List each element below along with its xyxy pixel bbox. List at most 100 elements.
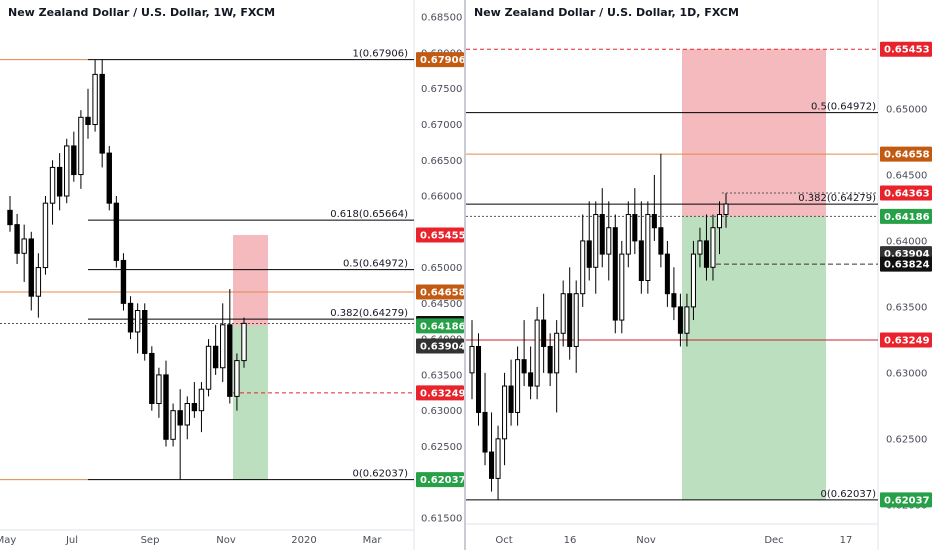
y-axis-tick-label: 0.65000 — [886, 104, 927, 115]
y-axis-tick-label: 0.66000 — [421, 192, 462, 203]
candle-body — [191, 403, 198, 412]
panel-divider[interactable] — [464, 0, 466, 550]
candle-body — [723, 203, 729, 216]
candle-body — [567, 293, 573, 347]
price-badge — [880, 185, 932, 201]
candle-body — [120, 259, 127, 304]
price-badge-label: 0.65453 — [884, 45, 930, 56]
price-badge — [880, 41, 932, 57]
price-badge-label: 0.64658 — [884, 150, 930, 161]
candle-body — [554, 332, 560, 374]
daily-chart-panel[interactable]: 0.5(0.64972) 0.382(0.64279) 0(0.62037) 0.65… — [466, 0, 932, 550]
candle-body — [619, 253, 625, 321]
candle-body — [220, 324, 226, 369]
x-axis-tick-label: 2020 — [291, 535, 316, 546]
price-badge — [880, 208, 932, 224]
candle-body — [28, 238, 34, 297]
candle-body — [85, 116, 91, 125]
candle-body — [586, 240, 592, 268]
y-axis-tick-label: 0.62500 — [886, 434, 927, 445]
candle-body — [697, 240, 703, 255]
y-axis-tick-label: 0.67500 — [421, 84, 462, 95]
price-badge — [880, 146, 932, 162]
price-badge-label: 0.64186 — [420, 321, 464, 332]
price-badge-label: 0.67906 — [420, 55, 464, 66]
fib-level-label: 0(0.62037) — [352, 469, 408, 480]
fib-level-label: 0(0.62037) — [820, 489, 876, 500]
candle-body — [142, 310, 148, 354]
candle-body — [184, 403, 190, 426]
price-badge-label: 0.64186 — [884, 212, 930, 223]
candle-body — [49, 166, 56, 204]
plot-background — [0, 0, 414, 518]
fib-level-label: 0.5(0.64972) — [811, 102, 876, 113]
candle-body — [606, 227, 612, 255]
y-axis-tick-label: 0.64000 — [886, 236, 927, 247]
candle-body — [170, 410, 176, 440]
candle-body — [716, 214, 723, 229]
x-axis-tick-label: May — [0, 535, 16, 546]
candle-body — [528, 372, 534, 387]
price-badge-label: 0.64363 — [884, 189, 930, 200]
candle-body — [212, 345, 219, 369]
chart-title: New Zealand Dollar / U.S. Dollar, 1D, FX… — [474, 6, 739, 19]
candle-body — [177, 410, 183, 426]
weekly-chart-panel[interactable]: 1(0.67906) 0.618(0.65664) 0.5(0.64972) 0.38… — [0, 0, 464, 550]
candle-body — [475, 345, 482, 413]
candle-body — [638, 240, 644, 281]
price-badge — [416, 227, 464, 243]
weekly-chart-canvas[interactable]: 1(0.67906) 0.618(0.65664) 0.5(0.64972) 0.38… — [0, 0, 464, 550]
candle-body — [625, 214, 631, 255]
candle-body — [113, 202, 120, 261]
price-badge-label: 0.62037 — [884, 495, 930, 506]
candle-body — [227, 324, 233, 397]
candle-body — [515, 359, 521, 413]
candle-body — [560, 293, 566, 334]
price-badge — [880, 256, 932, 272]
candle-body — [508, 385, 514, 413]
fib-level-label: 0.382(0.64279) — [330, 308, 408, 319]
candle-body — [127, 302, 134, 333]
candle-body — [495, 438, 501, 479]
candle-body — [684, 306, 690, 334]
candle-body — [651, 214, 657, 229]
candle-body — [547, 345, 553, 374]
candle-body — [703, 240, 709, 268]
y-axis-tick-label: 0.63000 — [421, 406, 462, 417]
price-badge — [880, 492, 932, 508]
fib-level-label: 1(0.67906) — [352, 49, 408, 60]
candle-body — [234, 360, 240, 397]
y-axis-tick-label: 0.61500 — [421, 514, 462, 525]
candle-body — [14, 224, 20, 254]
candle-body — [241, 322, 247, 362]
fib-level-label: 0.5(0.64972) — [343, 259, 408, 270]
fib-level-label: 0.382(0.64279) — [798, 193, 876, 204]
y-axis-tick-label: 0.62500 — [421, 442, 462, 453]
candle-body — [7, 209, 13, 226]
x-axis-tick-label: Nov — [216, 535, 236, 546]
chart-title: New Zealand Dollar / U.S. Dollar, 1W, FX… — [8, 6, 276, 19]
candle-body — [541, 319, 547, 347]
x-axis-tick-label: Mar — [363, 535, 383, 546]
candle-body — [489, 451, 495, 479]
stop-loss-zone — [233, 235, 268, 326]
take-profit-zone — [682, 216, 826, 500]
candle-body — [134, 310, 141, 333]
price-badge-label: 0.62037 — [420, 475, 464, 486]
candle-body — [92, 73, 98, 125]
candle-body — [612, 227, 618, 321]
candle-body — [198, 388, 205, 412]
candle-body — [521, 359, 527, 374]
x-axis-tick-label: 17 — [840, 535, 853, 546]
price-badge — [416, 52, 464, 68]
x-axis-tick-label: Sep — [141, 535, 160, 546]
candle-body — [42, 202, 49, 269]
candle-body — [534, 319, 540, 387]
y-axis-tick-label: 0.64500 — [421, 299, 462, 310]
candle-body — [149, 352, 155, 405]
take-profit-zone — [233, 325, 268, 480]
candle-body — [106, 152, 112, 204]
price-badge-label: 0.63249 — [420, 388, 464, 399]
price-badge-label: 0.63904 — [420, 341, 464, 352]
daily-chart-canvas[interactable]: 0.5(0.64972) 0.382(0.64279) 0(0.62037) 0.65… — [466, 0, 932, 550]
